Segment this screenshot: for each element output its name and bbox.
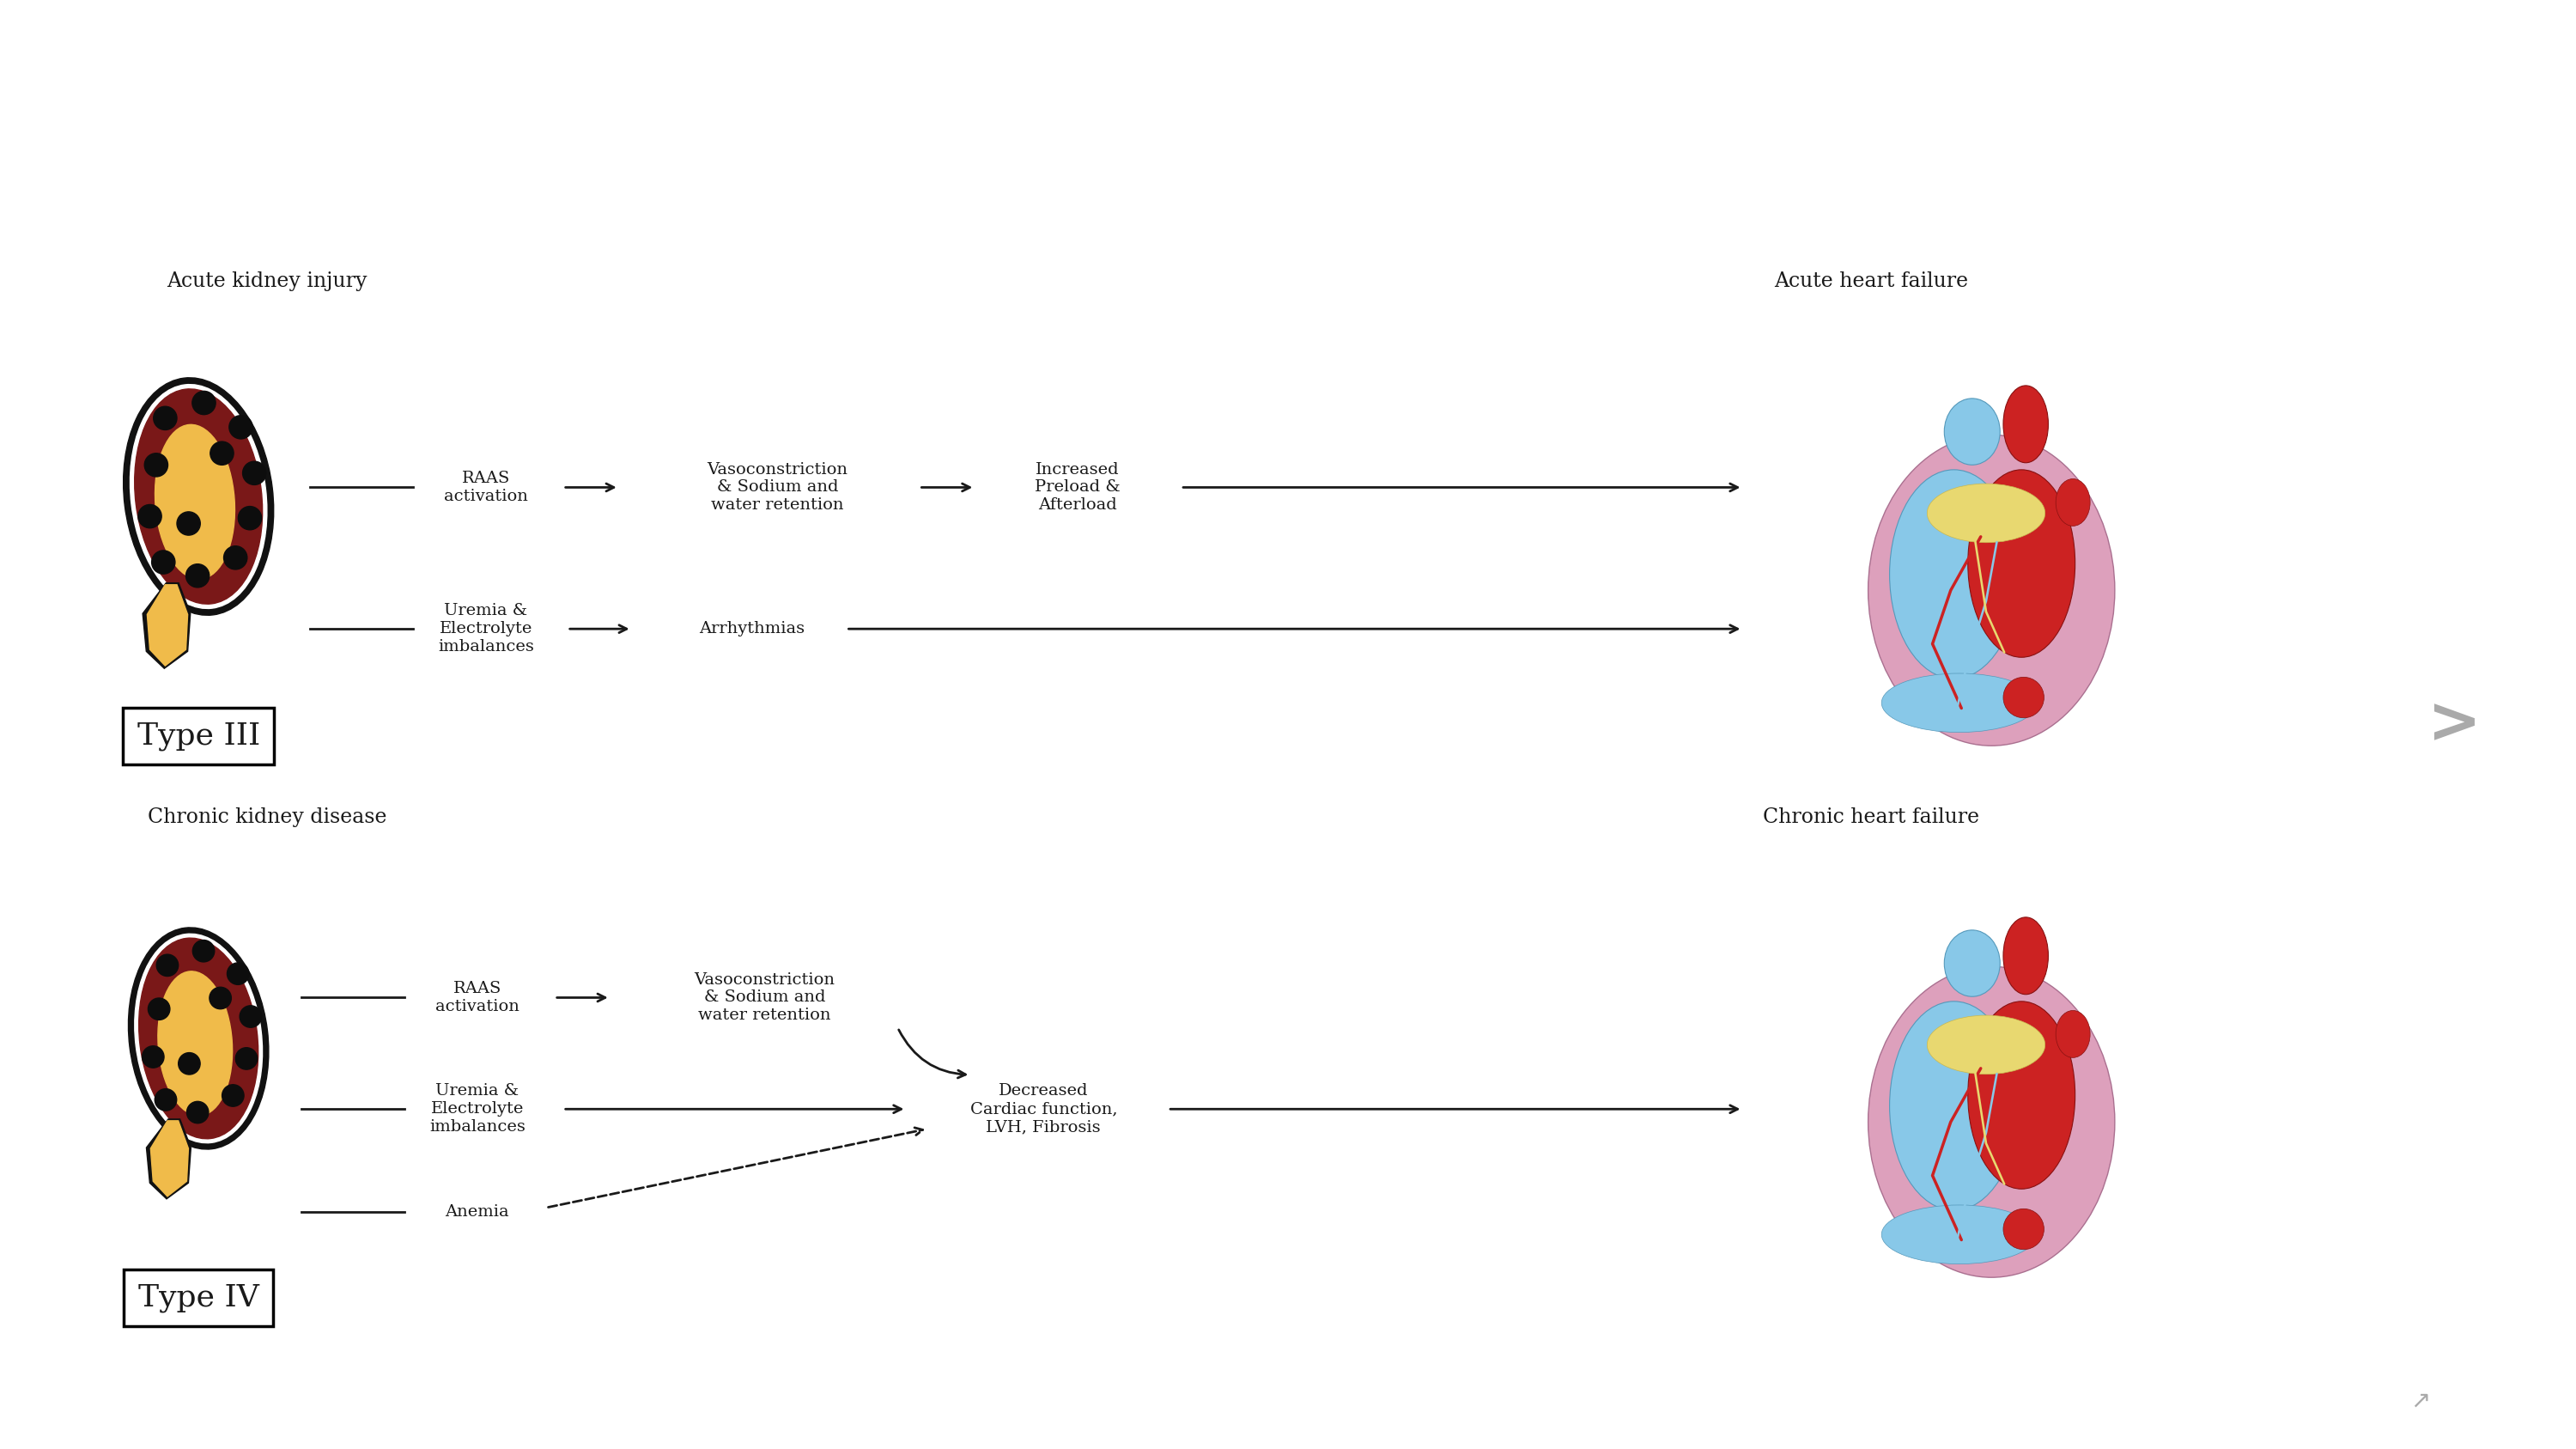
Text: Uremia &
Electrolyte
imbalances: Uremia & Electrolyte imbalances bbox=[438, 603, 533, 655]
Text: RAAS
activation: RAAS activation bbox=[435, 981, 520, 1014]
Ellipse shape bbox=[2004, 677, 2043, 717]
Ellipse shape bbox=[2056, 1010, 2089, 1058]
Ellipse shape bbox=[1927, 1016, 2045, 1074]
Ellipse shape bbox=[1945, 398, 1999, 465]
Circle shape bbox=[155, 1088, 178, 1111]
Circle shape bbox=[147, 998, 170, 1020]
Circle shape bbox=[242, 461, 265, 485]
Circle shape bbox=[224, 546, 247, 569]
Circle shape bbox=[209, 987, 232, 1009]
Text: Uremia &
Electrolyte
imbalances: Uremia & Electrolyte imbalances bbox=[430, 1084, 526, 1135]
Ellipse shape bbox=[157, 971, 232, 1116]
Circle shape bbox=[240, 1006, 263, 1027]
Text: Type III: Type III bbox=[137, 722, 260, 751]
Circle shape bbox=[222, 1085, 245, 1107]
Ellipse shape bbox=[1868, 435, 2115, 746]
Text: Decreased
Cardiac function,
LVH, Fibrosis: Decreased Cardiac function, LVH, Fibrosi… bbox=[971, 1084, 1118, 1135]
Text: Anemia: Anemia bbox=[446, 1204, 510, 1220]
Text: Type IV: Type IV bbox=[139, 1284, 260, 1313]
Circle shape bbox=[142, 1046, 165, 1068]
Text: Vasoconstriction
& Sodium and
water retention: Vasoconstriction & Sodium and water rete… bbox=[696, 972, 835, 1023]
Text: Vasoconstriction
& Sodium and
water retention: Vasoconstriction & Sodium and water rete… bbox=[708, 462, 848, 513]
Circle shape bbox=[139, 504, 162, 527]
Ellipse shape bbox=[155, 425, 234, 580]
Circle shape bbox=[178, 511, 201, 535]
Ellipse shape bbox=[134, 933, 263, 1143]
Ellipse shape bbox=[2004, 385, 2048, 462]
Ellipse shape bbox=[129, 927, 268, 1149]
Ellipse shape bbox=[1891, 469, 2017, 678]
Ellipse shape bbox=[1945, 930, 1999, 997]
Polygon shape bbox=[147, 585, 188, 665]
Polygon shape bbox=[149, 1120, 188, 1197]
Circle shape bbox=[229, 416, 252, 439]
Text: Acute heart failure: Acute heart failure bbox=[1775, 272, 1968, 291]
Text: RAAS
activation: RAAS activation bbox=[443, 471, 528, 504]
Ellipse shape bbox=[1968, 469, 2076, 658]
Circle shape bbox=[193, 391, 216, 414]
Circle shape bbox=[227, 962, 250, 985]
Text: Increased
Preload &
Afterload: Increased Preload & Afterload bbox=[1036, 462, 1121, 513]
Ellipse shape bbox=[1891, 1001, 2017, 1210]
Circle shape bbox=[185, 564, 209, 587]
Circle shape bbox=[211, 442, 234, 465]
Ellipse shape bbox=[2004, 1208, 2043, 1249]
Circle shape bbox=[144, 454, 167, 477]
Ellipse shape bbox=[1880, 674, 2038, 732]
Ellipse shape bbox=[139, 938, 258, 1139]
Ellipse shape bbox=[134, 388, 263, 604]
Ellipse shape bbox=[2056, 478, 2089, 526]
Text: Arrhythmias: Arrhythmias bbox=[698, 622, 804, 636]
Text: >: > bbox=[2427, 694, 2481, 756]
Ellipse shape bbox=[1968, 1001, 2076, 1190]
Circle shape bbox=[178, 1052, 201, 1075]
Ellipse shape bbox=[1880, 1206, 2038, 1264]
Polygon shape bbox=[142, 582, 191, 668]
Circle shape bbox=[157, 955, 178, 977]
Text: Acute kidney injury: Acute kidney injury bbox=[167, 272, 368, 291]
Circle shape bbox=[193, 940, 214, 962]
Circle shape bbox=[237, 506, 263, 530]
Circle shape bbox=[234, 1048, 258, 1069]
Text: ↗: ↗ bbox=[2411, 1388, 2429, 1413]
Text: Chronic heart failure: Chronic heart failure bbox=[1762, 807, 1978, 827]
Ellipse shape bbox=[1927, 484, 2045, 542]
Ellipse shape bbox=[129, 384, 268, 609]
Circle shape bbox=[152, 551, 175, 574]
Circle shape bbox=[185, 1101, 209, 1123]
Ellipse shape bbox=[1868, 966, 2115, 1278]
Ellipse shape bbox=[124, 378, 273, 616]
Text: Chronic kidney disease: Chronic kidney disease bbox=[147, 807, 386, 827]
Ellipse shape bbox=[2004, 917, 2048, 994]
Polygon shape bbox=[147, 1119, 191, 1198]
Circle shape bbox=[155, 407, 178, 430]
